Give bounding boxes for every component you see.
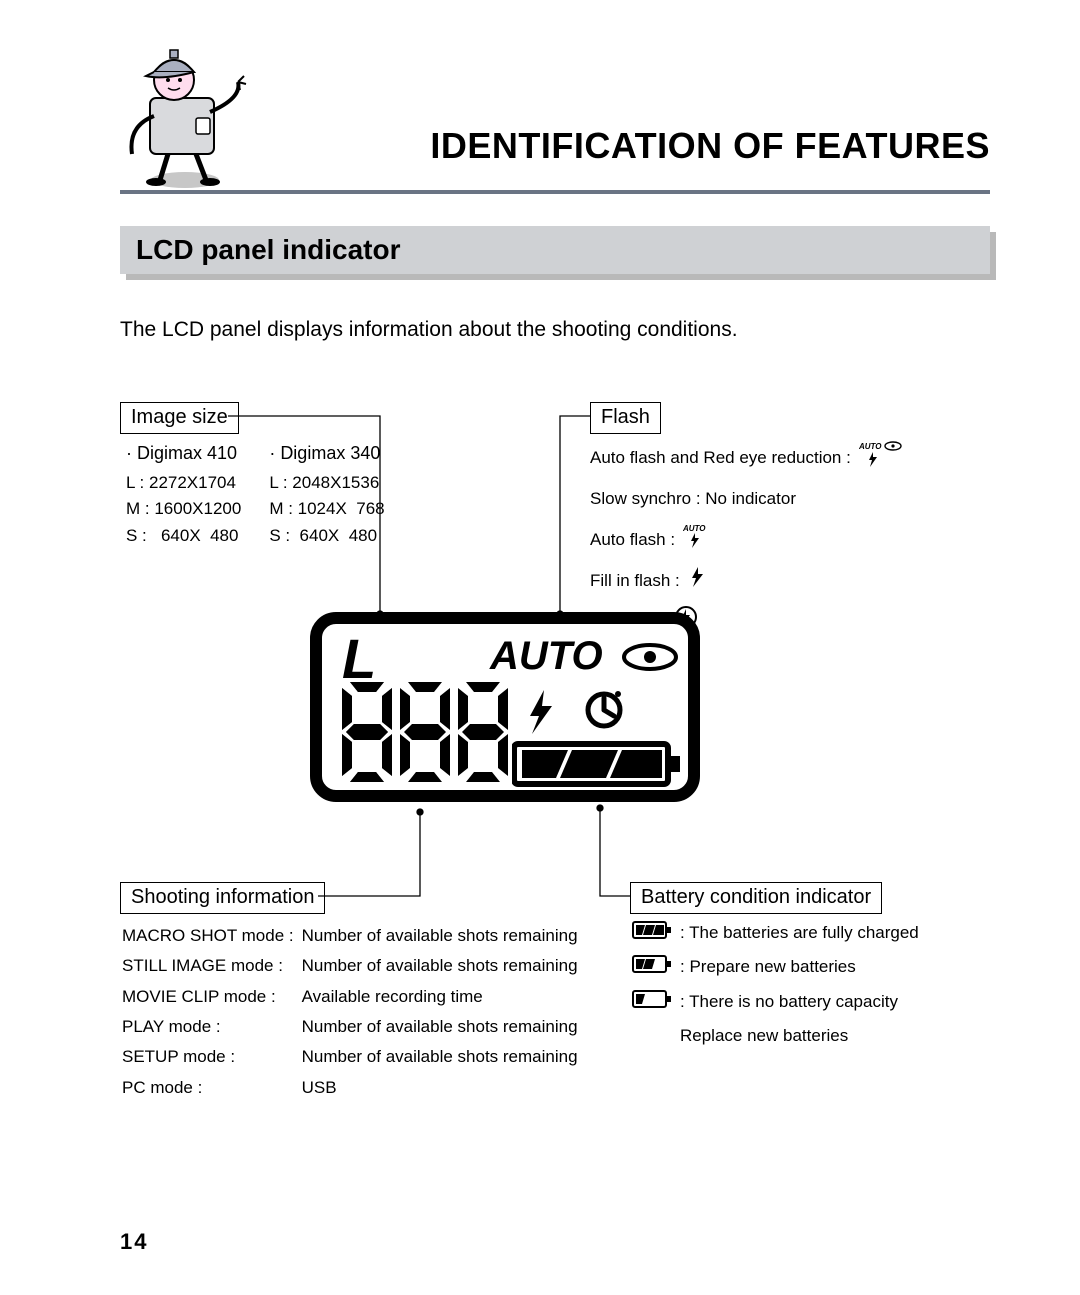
lcd-battery-icon: [512, 740, 682, 793]
svg-text:AUTO: AUTO: [859, 442, 882, 451]
self-timer-icon: [582, 686, 626, 735]
lcd-auto-text: AUTO: [490, 634, 603, 679]
callout-battery: Battery condition indicator: [630, 882, 882, 914]
battery-mid-icon: [632, 953, 678, 985]
callout-flash: Flash: [590, 402, 661, 434]
battery-table: : The batteries are fully charged : Prep…: [630, 917, 927, 1054]
bolt-icon: [688, 567, 706, 595]
battery-block: : The batteries are fully charged : Prep…: [630, 917, 1030, 1054]
model-name: Digimax 340: [280, 443, 380, 463]
shooting-block: MACRO SHOT mode :Number of available sho…: [120, 920, 620, 1104]
callout-image-size: Image size: [120, 402, 239, 434]
battery-low-icon: [632, 988, 678, 1020]
eye-icon: [622, 642, 678, 677]
model-name: Digimax 410: [137, 443, 237, 463]
page-title: IDENTIFICATION OF FEATURES: [430, 125, 990, 167]
auto-eye-bolt-icon: AUTO: [859, 440, 903, 476]
callout-shooting: Shooting information: [120, 882, 325, 914]
intro-text: The LCD panel displays information about…: [120, 318, 990, 342]
mascot-illustration: [110, 30, 260, 195]
battery-full-icon: [632, 919, 678, 951]
svg-text:AUTO: AUTO: [683, 524, 706, 533]
image-size-block: · Digimax 410 L : 2272X1704 M : 1600X120…: [126, 440, 486, 549]
title-rule: [120, 190, 990, 194]
shooting-table: MACRO SHOT mode :Number of available sho…: [120, 920, 586, 1104]
page-number: 14: [120, 1229, 148, 1255]
lcd-panel: L AUTO: [310, 612, 700, 802]
auto-bolt-icon: AUTO: [683, 523, 717, 557]
seven-segment-digits: [342, 682, 512, 787]
lcd-bolt-icon: [522, 690, 558, 739]
lcd-diagram: Image size Flash Shooting information Ba…: [120, 402, 990, 1142]
section-header: LCD panel indicator: [120, 226, 990, 274]
